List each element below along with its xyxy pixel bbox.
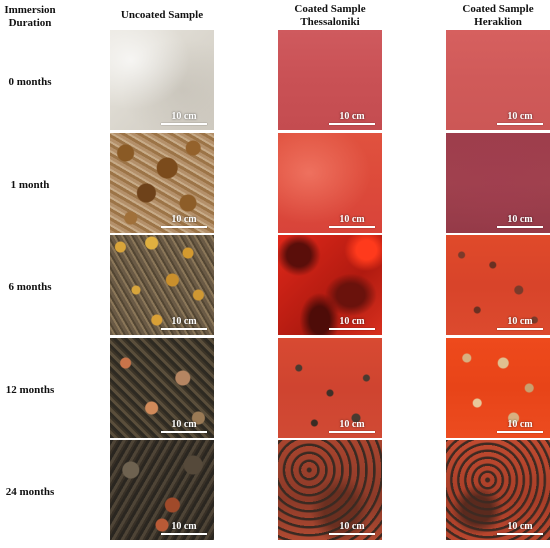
row-label: 12 months bbox=[5, 384, 55, 396]
sample-photo-heraklion-6-months: 10 cm bbox=[446, 235, 550, 335]
sample-photo-uncoated-1-month: 10 cm bbox=[110, 133, 214, 233]
header-line: Thessaloniki bbox=[300, 16, 360, 28]
scale-label: 10 cm bbox=[339, 521, 365, 532]
header-line: Duration bbox=[8, 17, 52, 29]
header-line: Coated Sample bbox=[294, 3, 366, 15]
scale-label: 10 cm bbox=[507, 419, 533, 430]
scale-bar: 10 cm bbox=[329, 419, 375, 433]
scale-bar: 10 cm bbox=[497, 521, 543, 535]
row-label: 1 month bbox=[10, 179, 50, 191]
sample-photo-thessaloniki-12-months: 10 cm bbox=[278, 338, 382, 438]
sample-photo-thessaloniki-6-months: 10 cm bbox=[278, 235, 382, 335]
row-label: 6 months bbox=[8, 281, 52, 293]
sample-photo-thessaloniki-24-months: 10 cm bbox=[278, 440, 382, 540]
scale-label: 10 cm bbox=[507, 214, 533, 225]
scale-label: 10 cm bbox=[171, 521, 197, 532]
sample-photo-heraklion-12-months: 10 cm bbox=[446, 338, 550, 438]
scale-label: 10 cm bbox=[507, 521, 533, 532]
scale-bar: 10 cm bbox=[497, 214, 543, 228]
row-label: 24 months bbox=[5, 486, 55, 498]
sample-photo-uncoated-24-months: 10 cm bbox=[110, 440, 214, 540]
scale-label: 10 cm bbox=[339, 316, 365, 327]
scale-bar: 10 cm bbox=[497, 111, 543, 125]
header-immersion-duration: Immersion Duration bbox=[0, 4, 60, 30]
scale-bar: 10 cm bbox=[161, 419, 207, 433]
scale-label: 10 cm bbox=[507, 111, 533, 122]
sample-photo-heraklion-1-month: 10 cm bbox=[446, 133, 550, 233]
scale-bar: 10 cm bbox=[161, 111, 207, 125]
scale-label: 10 cm bbox=[171, 419, 197, 430]
scale-bar: 10 cm bbox=[329, 521, 375, 535]
scale-bar: 10 cm bbox=[329, 111, 375, 125]
sample-photo-uncoated-0-months: 10 cm bbox=[110, 30, 214, 130]
sample-photo-uncoated-6-months: 10 cm bbox=[110, 235, 214, 335]
scale-label: 10 cm bbox=[339, 214, 365, 225]
scale-bar: 10 cm bbox=[497, 419, 543, 433]
scale-bar: 10 cm bbox=[161, 521, 207, 535]
scale-label: 10 cm bbox=[171, 316, 197, 327]
sample-photo-heraklion-24-months: 10 cm bbox=[446, 440, 550, 540]
header-line: Coated Sample bbox=[462, 3, 534, 15]
header-line: Heraklion bbox=[474, 16, 522, 28]
scale-bar: 10 cm bbox=[161, 316, 207, 330]
row-label: 0 months bbox=[8, 76, 52, 88]
header-line: Immersion bbox=[4, 4, 56, 16]
scale-label: 10 cm bbox=[507, 316, 533, 327]
sample-photo-thessaloniki-0-months: 10 cm bbox=[278, 30, 382, 130]
header-uncoated-sample: Uncoated Sample bbox=[110, 9, 214, 22]
scale-bar: 10 cm bbox=[329, 214, 375, 228]
header-coated-thessaloniki: Coated Sample Thessaloniki bbox=[278, 3, 382, 29]
header-coated-heraklion: Coated Sample Heraklion bbox=[446, 3, 550, 29]
scale-label: 10 cm bbox=[339, 111, 365, 122]
scale-label: 10 cm bbox=[171, 214, 197, 225]
scale-bar: 10 cm bbox=[161, 214, 207, 228]
scale-bar: 10 cm bbox=[497, 316, 543, 330]
sample-photo-uncoated-12-months: 10 cm bbox=[110, 338, 214, 438]
header-line: Uncoated Sample bbox=[120, 9, 204, 21]
sample-photo-heraklion-0-months: 10 cm bbox=[446, 30, 550, 130]
scale-label: 10 cm bbox=[171, 111, 197, 122]
scale-label: 10 cm bbox=[339, 419, 365, 430]
scale-bar: 10 cm bbox=[329, 316, 375, 330]
sample-photo-thessaloniki-1-month: 10 cm bbox=[278, 133, 382, 233]
